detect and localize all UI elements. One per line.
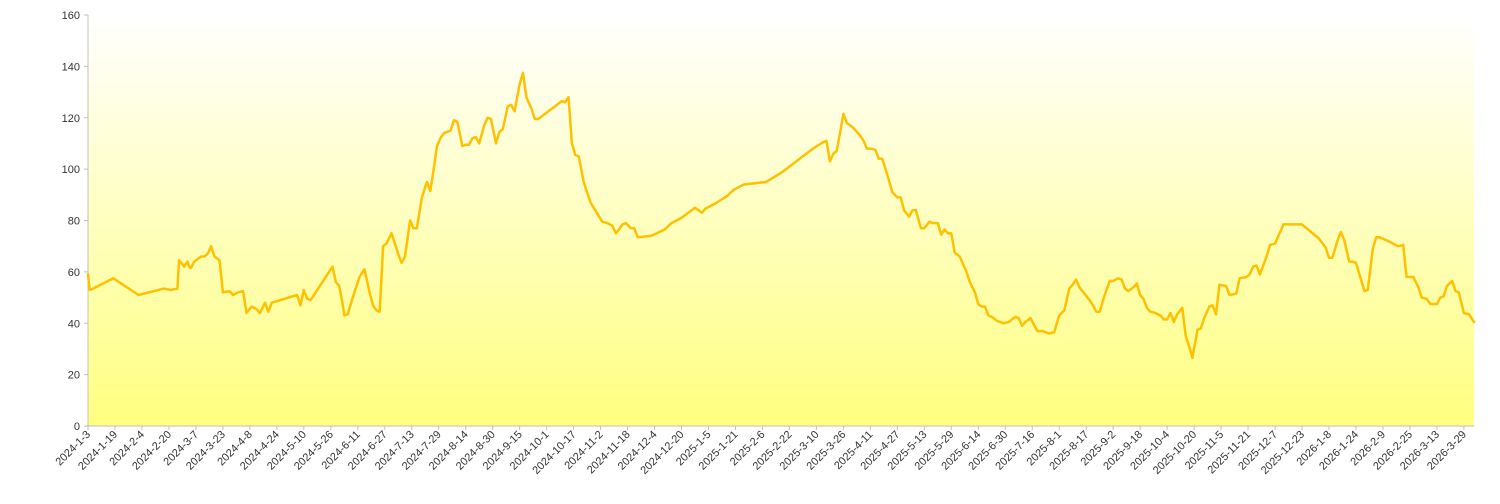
y-tick-label: 120	[62, 113, 80, 125]
y-tick-label: 140	[62, 61, 80, 73]
series-group	[86, 71, 1476, 360]
y-tick-label: 40	[68, 318, 80, 330]
y-axis: 0 20 40 60 80 100 120 140 160	[62, 10, 89, 433]
y-tick-label: 160	[62, 10, 80, 22]
y-tick-label: 20	[68, 370, 80, 382]
y-tick-label: 80	[68, 216, 80, 228]
y-tick-label: 0	[74, 421, 80, 433]
y-tick-label: 100	[62, 164, 80, 176]
plot-area-background	[88, 15, 1474, 426]
x-axis: 2024-1-32024-1-192024-2-42024-2-202024-3…	[53, 425, 1474, 477]
series-line	[86, 71, 1476, 360]
y-tick-label: 60	[68, 267, 80, 279]
